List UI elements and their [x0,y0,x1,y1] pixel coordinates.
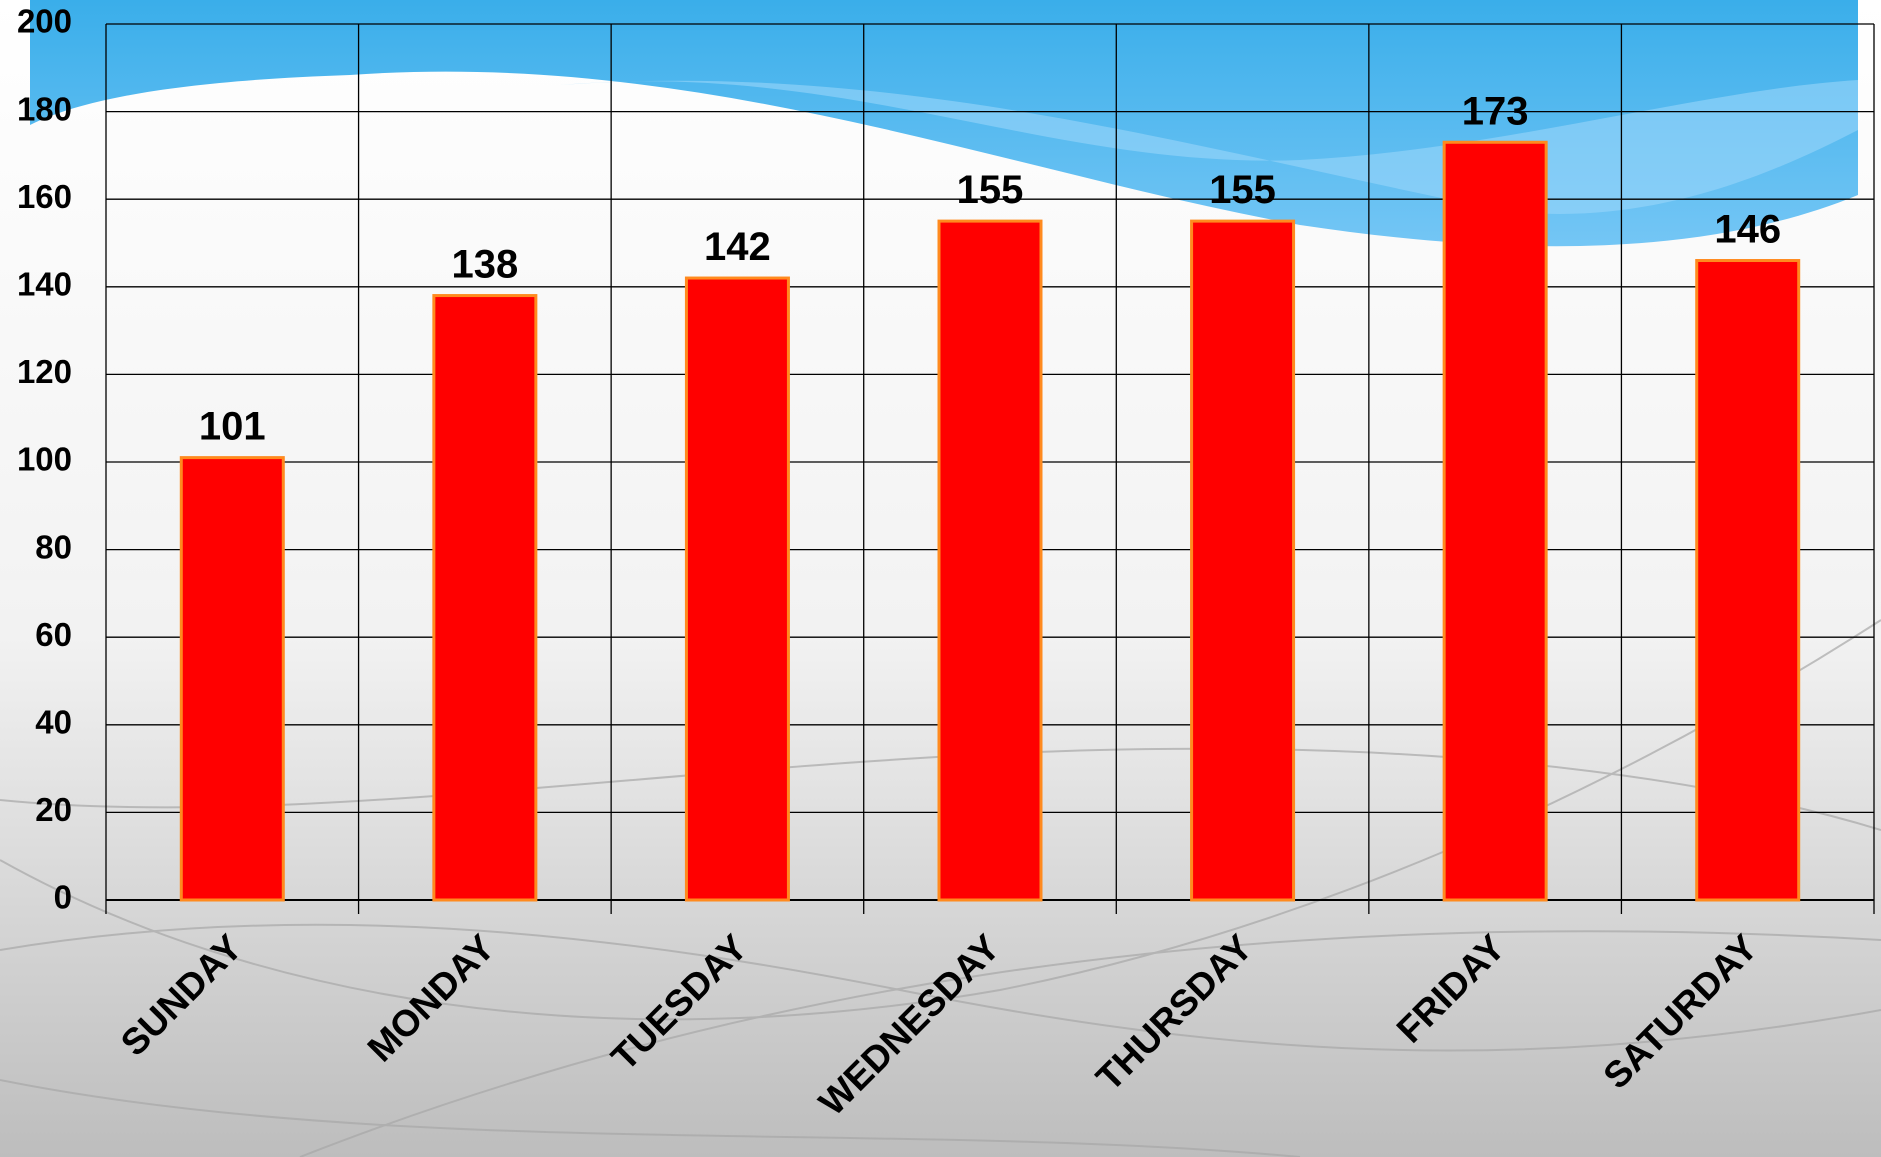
y-tick-label: 120 [17,353,72,390]
value-label: 138 [451,243,518,287]
y-tick-label: 0 [54,879,72,916]
bar [939,221,1041,900]
y-tick-label: 40 [35,704,72,741]
value-label: 142 [704,225,771,269]
y-tick-label: 180 [17,90,72,127]
chart: 020406080100120140160180200101SUNDAY138M… [0,0,1881,1157]
bar [686,278,788,900]
bar [434,296,536,900]
value-label: 155 [1209,168,1276,212]
bar [181,458,283,900]
value-label: 146 [1714,208,1781,252]
y-tick-label: 20 [35,791,72,828]
value-label: 173 [1462,89,1529,133]
y-tick-label: 80 [35,528,72,565]
y-tick-label: 140 [17,266,72,303]
y-tick-label: 60 [35,616,72,653]
bar [1192,221,1294,900]
bar [1697,261,1799,900]
y-tick-label: 100 [17,441,72,478]
value-label: 101 [199,405,266,449]
y-tick-label: 200 [17,3,72,40]
value-label: 155 [957,168,1024,212]
bar [1444,142,1546,900]
y-tick-label: 160 [17,178,72,215]
